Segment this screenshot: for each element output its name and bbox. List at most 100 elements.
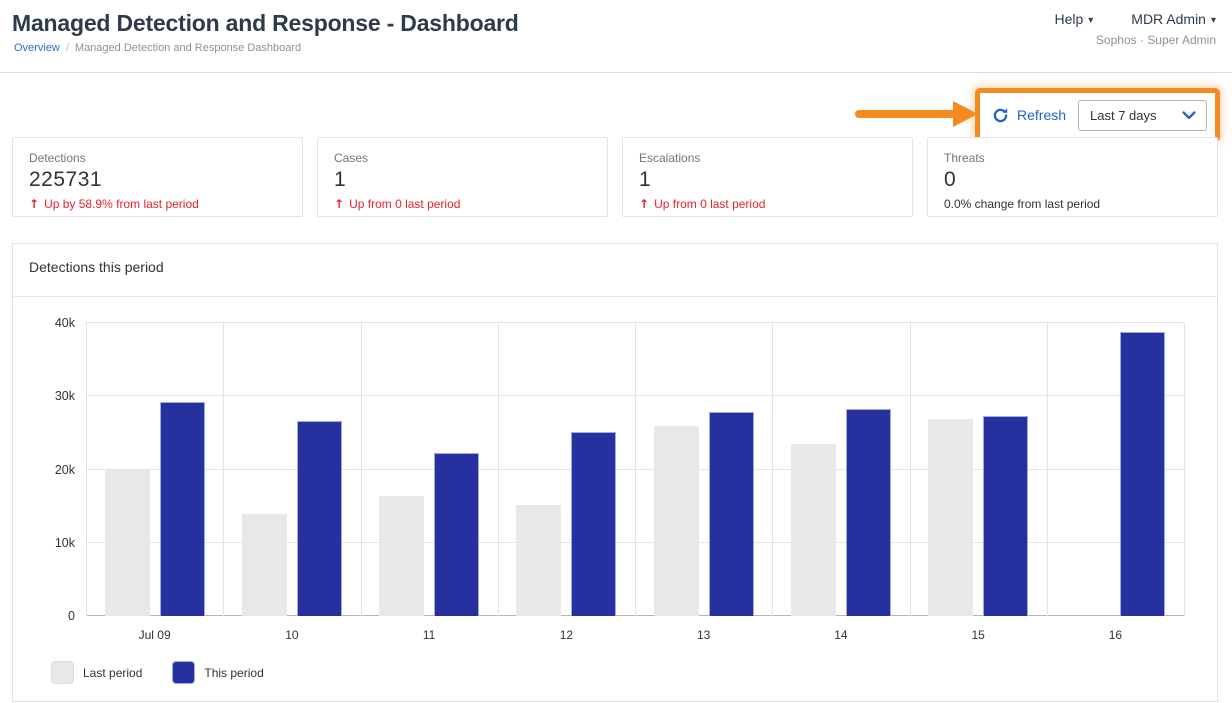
x-axis-tick: 12 <box>559 628 574 642</box>
gridline <box>772 323 774 616</box>
legend-label: Last period <box>83 665 143 680</box>
stat-card-escalations: Escalations 1 ↑ Up from 0 last period <box>622 137 913 217</box>
y-axis-tick: 0 <box>68 609 75 623</box>
help-menu[interactable]: Help ▾ <box>1054 11 1093 27</box>
x-axis-tick: 10 <box>285 628 299 642</box>
stat-delta: ↑ Up from 0 last period <box>334 197 591 211</box>
gridline <box>909 323 911 616</box>
caret-down-icon: ▾ <box>1210 15 1216 26</box>
bar-group-14 <box>772 323 909 616</box>
page-title: Managed Detection and Response - Dashboa… <box>12 10 519 36</box>
legend-label: This period <box>204 665 264 680</box>
stat-delta-text: Up by 58.9% from last period <box>44 197 199 211</box>
breadcrumb: Overview / Managed Detection and Response … <box>14 42 301 54</box>
bar-group-10 <box>223 323 360 616</box>
breadcrumb-overview-link[interactable]: Overview <box>14 42 60 54</box>
bar-this-period[interactable] <box>434 452 480 616</box>
up-arrow-icon: ↑ <box>334 197 345 211</box>
account-menu[interactable]: MDR Admin ▾ <box>1131 11 1216 27</box>
gridline <box>635 323 636 616</box>
bar-this-period[interactable] <box>1120 331 1166 616</box>
stat-delta: 0.0% change from last period <box>944 197 1201 211</box>
bar-last-period[interactable] <box>379 495 425 616</box>
caret-down-icon: ▾ <box>1088 15 1094 26</box>
detections-chart-panel: Detections this period 0 10k 20k 30k 40k Jul… <box>12 243 1218 702</box>
stat-label: Threats <box>944 151 985 165</box>
stat-value: 1 <box>334 168 347 191</box>
page-header: Managed Detection and Response - Dashboa… <box>0 0 1232 73</box>
x-axis-tick: 13 <box>696 628 711 642</box>
bar-last-period[interactable] <box>653 426 699 616</box>
x-axis-tick: 11 <box>422 628 436 642</box>
stat-delta-text: Up from 0 last period <box>349 197 461 211</box>
bar-last-period[interactable] <box>241 514 287 616</box>
stat-value: 0 <box>944 168 957 191</box>
y-axis-tick: 10k <box>54 535 75 550</box>
bar-group-jul-09 <box>86 323 223 616</box>
gridline <box>1184 323 1185 616</box>
date-range-select[interactable]: Last 7 days <box>1078 99 1207 131</box>
bar-group-15 <box>910 323 1047 616</box>
legend-swatch <box>51 661 74 684</box>
breadcrumb-current: Managed Detection and Response Dashboard <box>74 42 302 54</box>
bar-last-period[interactable] <box>516 505 562 616</box>
bar-last-period[interactable] <box>928 418 974 616</box>
stat-delta-text: Up from 0 last period <box>654 197 766 211</box>
account-menu-label: MDR Admin <box>1131 11 1206 27</box>
gridline <box>360 323 362 616</box>
stat-value: 225731 <box>29 168 103 191</box>
y-axis-tick: 30k <box>54 389 75 404</box>
bar-chart-plot-area <box>86 322 1185 616</box>
highlight-box: Refresh Last 7 days <box>975 88 1220 142</box>
up-arrow-icon: ↑ <box>29 197 40 211</box>
x-axis-tick: Jul 09 <box>138 628 171 642</box>
stat-value: 1 <box>639 168 652 191</box>
refresh-button-label: Refresh <box>1017 107 1067 123</box>
bar-this-period[interactable] <box>845 408 891 616</box>
up-arrow-icon: ↑ <box>639 197 650 211</box>
x-axis-tick: 16 <box>1108 628 1123 642</box>
bar-this-period[interactable] <box>159 402 205 616</box>
header-right: Help ▾ MDR Admin ▾ Sophos · Super Admin <box>1054 11 1216 47</box>
bar-this-period[interactable] <box>296 421 342 616</box>
bar-this-period[interactable] <box>983 416 1029 616</box>
x-axis-tick: 15 <box>971 628 985 642</box>
help-menu-label: Help <box>1054 11 1084 27</box>
chart-title: Detections this period <box>29 259 164 275</box>
stat-card-cases: Cases 1 ↑ Up from 0 last period <box>317 137 608 217</box>
gridline <box>86 322 1184 323</box>
y-axis-tick: 40k <box>54 316 75 330</box>
stat-card-threats: Threats 0 0.0% change from last period <box>927 137 1218 217</box>
y-axis-tick: 20k <box>54 462 75 477</box>
stat-label: Detections <box>29 151 86 165</box>
bar-group-12 <box>498 323 635 616</box>
gridline <box>497 323 499 616</box>
legend-item-this-period[interactable]: This period <box>172 661 264 684</box>
stat-label: Escalations <box>639 151 701 165</box>
breadcrumb-separator: / <box>65 42 69 54</box>
refresh-button[interactable]: Refresh <box>992 107 1066 124</box>
y-axis: 0 10k 20k 30k 40k <box>13 316 75 623</box>
stat-delta: ↑ Up by 58.9% from last period <box>29 197 286 211</box>
annotation-arrow-head <box>953 101 978 127</box>
account-subtitle: Sophos · Super Admin <box>1095 33 1216 47</box>
bar-this-period[interactable] <box>571 432 617 616</box>
divider <box>13 296 1217 297</box>
stat-card-detections: Detections 225731 ↑ Up by 58.9% from last… <box>12 137 303 217</box>
chart-legend: Last period This period <box>51 661 264 684</box>
bar-group-16 <box>1047 323 1184 616</box>
date-range-value: Last 7 days <box>1090 107 1157 123</box>
gridline <box>223 323 225 616</box>
gridline <box>1046 323 1048 616</box>
bar-last-period[interactable] <box>790 443 836 616</box>
bar-this-period[interactable] <box>708 411 754 616</box>
legend-item-last-period[interactable]: Last period <box>51 661 142 684</box>
gridline <box>86 323 87 616</box>
bar-group-11 <box>361 323 498 616</box>
stat-delta-text: 0.0% change from last period <box>944 197 1101 211</box>
chevron-down-icon <box>1182 110 1196 120</box>
stat-delta: ↑ Up from 0 last period <box>639 197 896 211</box>
stat-label: Cases <box>334 151 369 165</box>
annotation-arrow <box>855 110 957 118</box>
bar-last-period[interactable] <box>104 470 150 616</box>
